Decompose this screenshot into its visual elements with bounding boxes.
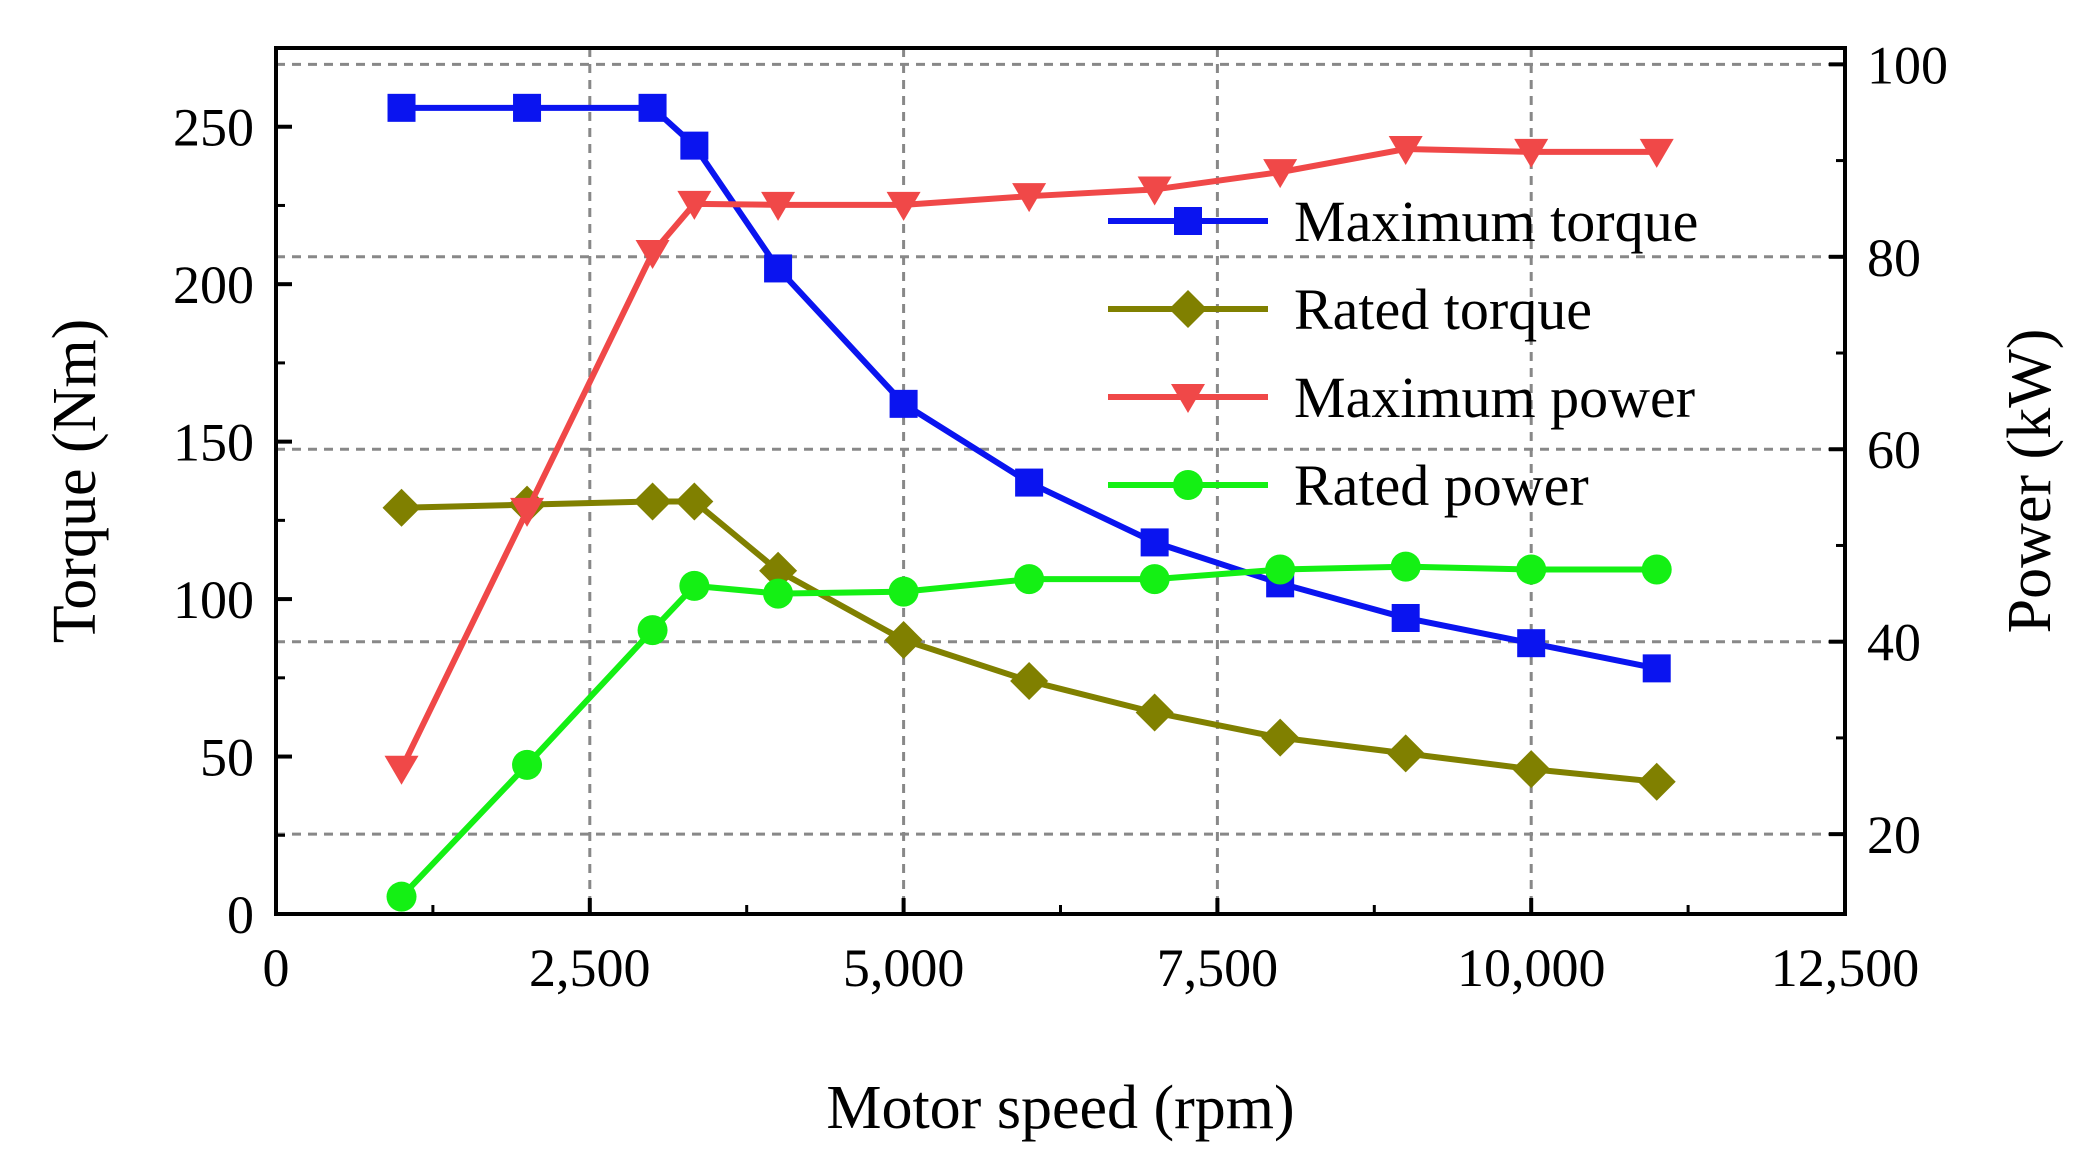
y-left-tick-label: 150 [173,413,254,473]
legend-marker-maximum-torque [1174,207,1202,235]
data-point-rated-torque [1010,661,1049,700]
data-point-rated-torque [1637,762,1676,801]
series-layer [382,93,1676,912]
data-point-rated-torque [1386,734,1425,773]
axis-ticks: 0 2,500 5,000 7,500 10,000 12,500 0 50 100 150 200… [173,35,1948,998]
y-left-tick-label: 50 [200,728,254,788]
data-point-rated-power [1390,551,1421,582]
legend: Maximum torque Rated torque Maximum powe… [1108,189,1698,518]
legend-entry-maximum-power: Maximum power [1108,365,1695,430]
data-point-maximum-torque [1642,654,1671,683]
data-point-maximum-power [1388,136,1423,166]
series-line-maximum-power [398,146,1657,771]
y-right-tick-label: 20 [1867,805,1921,865]
x-tick-label: 7,500 [1157,938,1279,998]
legend-marker-rated-power [1173,470,1203,500]
legend-marker-maximum-power [1171,384,1205,413]
data-point-maximum-power [510,497,545,527]
data-point-maximum-power [1137,176,1172,206]
data-point-maximum-torque [638,93,667,122]
data-point-rated-power [386,881,417,912]
legend-label-maximum-torque: Maximum torque [1294,189,1698,254]
y-axis-left-title: Torque (Nm) [41,319,109,644]
data-point-maximum-torque [889,389,918,418]
data-point-rated-power [888,576,919,607]
y-left-tick-label: 100 [173,570,254,630]
y-right-tick-label: 100 [1867,35,1948,95]
legend-marker-shape [1174,207,1202,235]
legend-entry-rated-torque: Rated torque [1108,277,1592,342]
data-point-rated-power [763,578,794,609]
data-point-rated-power [637,615,668,646]
legend-marker-rated-torque [1169,290,1207,328]
x-tick-label: 5,000 [843,938,965,998]
data-point-maximum-torque [764,254,793,283]
x-axis-title: Motor speed (rpm) [826,1074,1294,1142]
legend-label-maximum-power: Maximum power [1294,365,1695,430]
data-point-rated-torque [382,488,421,527]
data-point-maximum-torque [513,93,542,122]
data-point-maximum-power [886,191,921,221]
data-point-maximum-torque [1140,528,1169,557]
data-point-rated-power [512,749,543,780]
data-point-maximum-torque [1517,629,1546,658]
series-rated-power [386,551,1672,912]
data-point-maximum-power [761,191,796,221]
legend-marker-shape [1169,290,1207,328]
data-point-rated-power [679,570,710,601]
y-left-tick-label: 250 [173,98,254,158]
legend-label-rated-power: Rated power [1294,453,1589,518]
data-point-rated-power [1139,564,1170,595]
data-point-rated-torque [1512,750,1551,789]
y-axis-right-title: Power (kW) [1996,329,2064,634]
data-point-maximum-power [635,239,670,269]
series-rated-torque [382,482,1676,801]
y-right-tick-label: 60 [1867,420,1921,480]
data-point-maximum-power [1263,159,1298,189]
data-point-maximum-torque [1391,603,1420,632]
y-left-tick-label: 0 [227,885,254,945]
data-point-maximum-power [1639,138,1674,168]
legend-label-rated-torque: Rated torque [1294,277,1592,342]
series-line-rated-power [399,563,1657,899]
legend-entry-maximum-torque: Maximum torque [1108,189,1698,254]
data-point-rated-power [1014,564,1045,595]
data-point-maximum-power [677,190,712,220]
data-point-rated-torque [1135,693,1174,732]
data-point-rated-torque [1261,718,1300,757]
data-point-maximum-torque [387,93,416,122]
data-point-maximum-torque [680,131,709,160]
x-tick-label: 0 [263,938,290,998]
data-point-rated-torque [759,551,798,590]
x-tick-label: 12,500 [1771,938,1920,998]
legend-marker-shape [1171,384,1205,413]
data-point-rated-power [1516,554,1547,585]
legend-entry-rated-power: Rated power [1108,453,1589,518]
data-point-rated-power [1641,554,1672,585]
data-point-maximum-power [1514,138,1549,168]
series-line-maximum-torque [401,104,1658,672]
data-point-rated-torque [884,621,923,660]
y-left-tick-label: 200 [173,255,254,315]
series-line-rated-torque [401,498,1658,785]
x-tick-label: 2,500 [529,938,651,998]
series-maximum-torque [387,93,1671,683]
data-point-rated-power [1265,554,1296,585]
series-maximum-power [384,136,1674,785]
data-point-maximum-power [1012,183,1047,213]
x-tick-label: 10,000 [1457,938,1606,998]
data-point-maximum-torque [1015,468,1044,497]
data-point-maximum-power [384,755,419,785]
data-point-rated-torque [675,482,714,521]
y-right-tick-label: 80 [1867,228,1921,288]
legend-marker-shape [1173,470,1203,500]
y-right-tick-label: 40 [1867,613,1921,673]
data-point-rated-torque [633,482,672,521]
